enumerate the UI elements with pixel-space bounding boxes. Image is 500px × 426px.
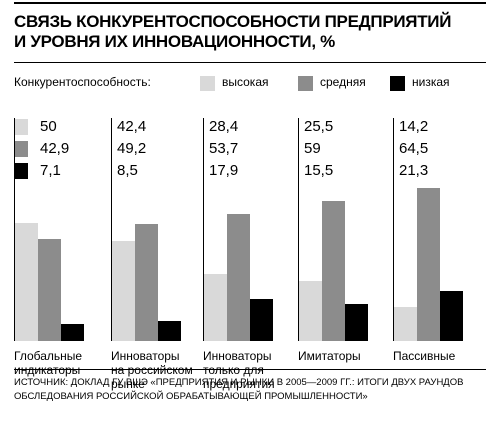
value-label: 17,9 (209, 162, 239, 179)
category-label: Глобальные индикаторы (14, 349, 83, 377)
value-label: 14,2 (399, 118, 429, 135)
legend-title: Конкурентоспособность: (14, 75, 151, 89)
value-label: 42,4 (117, 118, 147, 135)
group-divider (111, 118, 112, 341)
category-label: Инноваторы только для предприятия (203, 349, 275, 391)
value-label: 64,5 (399, 140, 429, 157)
bar (15, 222, 38, 341)
bar (299, 280, 322, 341)
value-label: 7,1 (40, 162, 61, 179)
category-label: Имитаторы (298, 349, 361, 363)
rule (14, 62, 486, 63)
value-label: 59 (304, 140, 321, 157)
value-label: 25,5 (304, 118, 334, 135)
value-label: 42,9 (40, 140, 70, 157)
bar (227, 213, 250, 341)
bar (158, 320, 181, 341)
legend-swatch (200, 76, 215, 91)
legend-swatch (298, 76, 313, 91)
top-rule (14, 2, 486, 4)
value-key (15, 119, 28, 135)
value-label: 15,5 (304, 162, 334, 179)
group-divider (14, 118, 15, 341)
legend-swatch (390, 76, 405, 91)
legend-label: средняя (320, 75, 366, 89)
group-divider (298, 118, 299, 341)
bar (322, 201, 345, 341)
legend-label: низкая (412, 75, 450, 89)
bar (135, 224, 158, 341)
bar (440, 290, 463, 341)
category-label: Пассивные (393, 349, 456, 363)
value-label: 21,3 (399, 162, 429, 179)
value-key (15, 141, 28, 157)
rule (14, 369, 486, 370)
legend-label: высокая (222, 75, 269, 89)
group-divider (203, 118, 204, 341)
bar (61, 324, 84, 341)
source: ИСТОЧНИК: ДОКЛАД ГУ ВШЭ «ПРЕДПРИЯТИЯ И Р… (14, 377, 464, 402)
value-key (15, 163, 28, 179)
bar (250, 298, 273, 341)
value-label: 49,2 (117, 140, 147, 157)
bar (112, 240, 135, 341)
value-label: 8,5 (117, 162, 138, 179)
bar (204, 273, 227, 341)
value-label: 50 (40, 118, 57, 135)
bar (38, 239, 61, 341)
value-label: 53,7 (209, 140, 239, 157)
bar (345, 304, 368, 341)
category-label: Инноваторы на российском рынке (111, 349, 193, 391)
chart-title: СВЯЗЬ КОНКУРЕНТОСПОСОБНОСТИ ПРЕДПРИЯТИЙ … (14, 12, 452, 51)
value-label: 28,4 (209, 118, 239, 135)
bar (394, 307, 417, 341)
group-divider (393, 118, 394, 341)
bar (417, 188, 440, 341)
